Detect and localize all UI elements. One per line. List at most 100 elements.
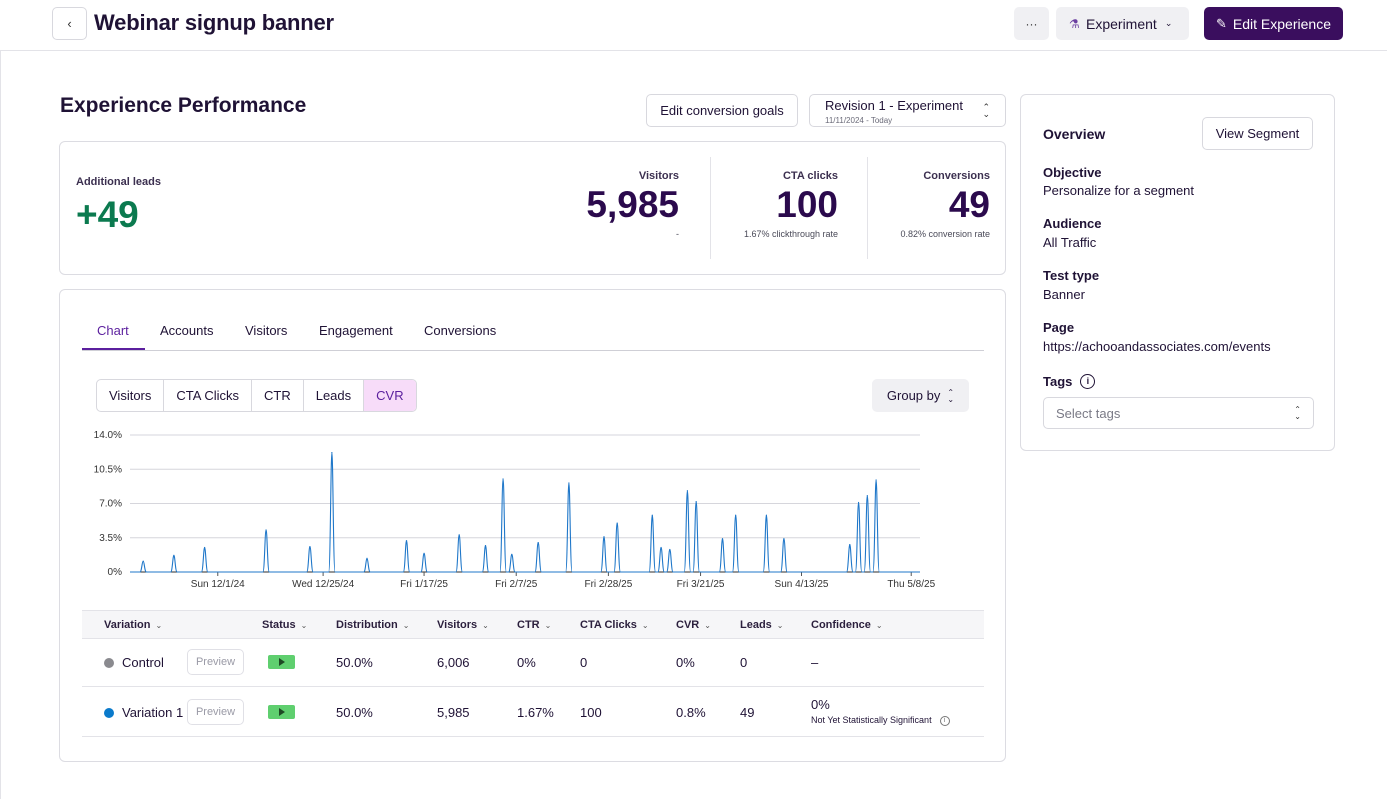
ctr-value: 1.67% xyxy=(517,705,554,720)
tab-accounts[interactable]: Accounts xyxy=(160,323,214,338)
tab-engagement[interactable]: Engagement xyxy=(319,323,393,338)
experiment-dropdown[interactable]: ⚗ Experiment ⌄ xyxy=(1056,7,1189,40)
more-options-button[interactable]: ··· xyxy=(1014,7,1049,40)
tab-chart[interactable]: Chart xyxy=(97,323,129,338)
data-point xyxy=(511,553,513,555)
header-cvr[interactable]: CVR ⌄ xyxy=(676,619,711,631)
flask-icon: ⚗ xyxy=(1069,16,1080,31)
cta-clicks-stat-sub: 1.67% clickthrough rate xyxy=(743,229,838,239)
view-segment-button[interactable]: View Segment xyxy=(1202,117,1313,150)
y-tick-label: 0% xyxy=(108,567,123,578)
y-tick-label: 10.5% xyxy=(94,464,122,475)
header-status[interactable]: Status ⌄ xyxy=(262,619,308,631)
conversions-stat-sub: 0.82% conversion rate xyxy=(900,229,990,239)
experiment-label: Experiment xyxy=(1086,15,1157,32)
metric-cta-clicks[interactable]: CTA Clicks xyxy=(164,380,252,411)
data-point xyxy=(204,546,206,549)
header-ctr[interactable]: CTR ⌄ xyxy=(517,619,552,631)
up-down-chevron-icon: ⌃ ⌄ xyxy=(947,387,955,404)
data-point xyxy=(783,538,785,540)
objective-value: Personalize for a segment xyxy=(1043,183,1195,198)
chevron-down-icon: ⌄ xyxy=(300,621,308,630)
chevron-down-icon: ⌄ xyxy=(704,621,711,630)
x-tick-label: Fri 1/17/25 xyxy=(400,579,448,590)
revision-select[interactable]: Revision 1 - Experiment 11/11/2024 - Tod… xyxy=(809,94,1006,127)
confidence-value: – xyxy=(811,655,819,670)
pencil-icon: ✎ xyxy=(1216,15,1227,31)
chevron-down-icon: ⌄ xyxy=(482,621,489,630)
chevron-down-icon: ⌄ xyxy=(155,621,163,630)
back-button[interactable]: ‹ xyxy=(52,7,87,40)
data-point xyxy=(695,500,697,503)
edit-experience-button[interactable]: ✎ Edit Experience xyxy=(1204,7,1343,40)
test-type-label: Test type xyxy=(1043,268,1100,283)
series-line xyxy=(130,452,920,573)
x-tick-label: Fri 2/7/25 xyxy=(495,579,538,590)
conversions-stat-label: Conversions xyxy=(923,170,990,182)
overview-title: Overview xyxy=(1043,126,1106,142)
preview-button[interactable]: Preview xyxy=(187,699,244,725)
chevron-down-icon: ⌄ xyxy=(641,621,649,630)
header-distribution[interactable]: Distribution ⌄ xyxy=(336,619,410,631)
x-tick-label: Sun 12/1/24 xyxy=(191,579,245,590)
tab-conversions[interactable]: Conversions xyxy=(424,323,497,338)
data-point xyxy=(669,548,671,551)
visitors-stat-value: 5,985 xyxy=(586,184,679,225)
cvr-chart: 14.0% 10.5% 7.0% 3.5% 0% Sun 12/1/24 Wed 12/25… xyxy=(94,430,936,590)
data-point xyxy=(568,482,570,484)
section-title: Experience Performance xyxy=(60,94,307,117)
metric-leads[interactable]: Leads xyxy=(304,380,365,411)
status-toggle[interactable] xyxy=(268,655,295,669)
header-leads[interactable]: Leads ⌄ xyxy=(740,619,784,631)
data-point xyxy=(765,514,767,516)
edit-conversion-goals-button[interactable]: Edit conversion goals xyxy=(646,94,798,127)
header-visitors[interactable]: Visitors ⌄ xyxy=(437,619,489,631)
metric-cvr[interactable]: CVR xyxy=(364,380,416,411)
variation-color-dot xyxy=(104,708,114,718)
cta-clicks-value: 100 xyxy=(580,705,602,720)
revision-dates: 11/11/2024 - Today xyxy=(825,116,893,125)
status-toggle[interactable] xyxy=(268,705,295,719)
data-point xyxy=(721,538,724,540)
play-icon xyxy=(278,658,285,666)
chevron-down-icon: ⌄ xyxy=(776,621,784,630)
data-point xyxy=(686,490,688,492)
variation-name: Variation 1 xyxy=(122,705,184,720)
metric-ctr[interactable]: CTR xyxy=(252,380,304,411)
cvr-value: 0% xyxy=(676,655,695,670)
info-icon[interactable]: i xyxy=(939,715,950,726)
tags-label: Tags i xyxy=(1043,374,1096,389)
tab-visitors[interactable]: Visitors xyxy=(245,323,288,338)
y-tick-label: 7.0% xyxy=(99,499,122,510)
page-url: https://achooandassociates.com/events xyxy=(1043,339,1271,354)
tags-placeholder: Select tags xyxy=(1056,406,1121,421)
conversions-stat-value: 49 xyxy=(948,184,990,225)
data-point xyxy=(142,560,144,562)
tab-bar: Chart Accounts Visitors Engagement Conve… xyxy=(82,312,984,351)
chevron-down-icon: ⌄ xyxy=(544,621,552,630)
info-icon[interactable]: i xyxy=(1080,374,1096,389)
additional-leads-label: Additional leads xyxy=(76,176,161,188)
tags-select[interactable]: Select tags ⌃ ⌄ xyxy=(1043,397,1314,429)
stat-divider xyxy=(710,157,711,259)
header-cta-clicks[interactable]: CTA Clicks ⌄ xyxy=(580,619,649,631)
visitors-stat-label: Visitors xyxy=(638,170,679,182)
preview-button[interactable]: Preview xyxy=(187,649,244,675)
data-point xyxy=(651,514,653,516)
variation-color-dot xyxy=(104,658,114,668)
active-tab-indicator xyxy=(82,348,145,350)
top-bar: ‹ Webinar signup banner ··· ⚗ Experiment… xyxy=(0,0,1387,51)
data-point xyxy=(265,529,267,531)
data-point xyxy=(660,546,662,549)
metric-toggle: Visitors CTA Clicks CTR Leads CVR xyxy=(96,379,417,412)
visitors-stat-sub: - xyxy=(676,229,679,239)
metric-visitors[interactable]: Visitors xyxy=(97,380,165,411)
chevron-down-icon: ⌄ xyxy=(402,621,410,630)
x-tick-label: Thu 5/8/25 xyxy=(887,579,935,590)
data-point xyxy=(405,540,408,542)
group-by-button[interactable]: Group by ⌃ ⌄ xyxy=(872,379,969,412)
header-variation[interactable]: Variation ⌄ xyxy=(104,619,163,631)
header-confidence[interactable]: Confidence ⌄ xyxy=(811,619,883,631)
table-row: Variation 1 Preview 50.0% 5,985 1.67% 10… xyxy=(82,687,984,737)
data-point xyxy=(849,544,851,546)
